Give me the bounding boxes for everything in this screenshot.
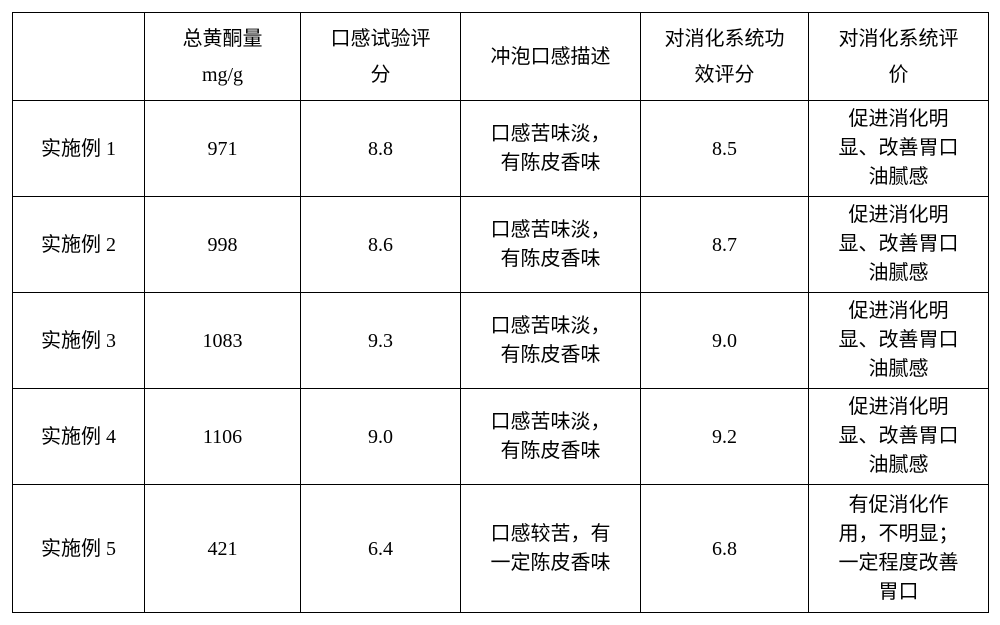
cell-taste-score: 9.0 [301,389,461,485]
cell-digest-score: 8.7 [641,197,809,293]
cell-taste-desc: 口感苦味淡，有陈皮香味 [461,101,641,197]
cell-digest-score: 6.8 [641,485,809,613]
cell-flavonoid: 421 [145,485,301,613]
cell-taste-desc: 口感苦味淡，有陈皮香味 [461,197,641,293]
cell-taste-desc: 口感较苦，有一定陈皮香味 [461,485,641,613]
table-row: 实施例 3 1083 9.3 口感苦味淡，有陈皮香味 9.0 促进消化明显、改善… [13,293,989,389]
cell-taste-score: 6.4 [301,485,461,613]
header-cell-digest-score: 对消化系统功效评分 [641,13,809,101]
cell-digest-eval: 有促消化作用，不明显；一定程度改善胃口 [809,485,989,613]
cell-digest-eval: 促进消化明显、改善胃口油腻感 [809,197,989,293]
cell-digest-eval: 促进消化明显、改善胃口油腻感 [809,293,989,389]
cell-digest-eval: 促进消化明显、改善胃口油腻感 [809,389,989,485]
cell-taste-desc: 口感苦味淡，有陈皮香味 [461,293,641,389]
cell-name: 实施例 4 [13,389,145,485]
cell-taste-score: 8.8 [301,101,461,197]
table-row: 实施例 5 421 6.4 口感较苦，有一定陈皮香味 6.8 有促消化作用，不明… [13,485,989,613]
table-header-row: 总黄酮量mg/g 口感试验评分 冲泡口感描述 对消化系统功效评分 对消化系统评价 [13,13,989,101]
cell-flavonoid: 1083 [145,293,301,389]
table-row: 实施例 2 998 8.6 口感苦味淡，有陈皮香味 8.7 促进消化明显、改善胃… [13,197,989,293]
cell-name: 实施例 2 [13,197,145,293]
cell-digest-score: 8.5 [641,101,809,197]
table-row: 实施例 1 971 8.8 口感苦味淡，有陈皮香味 8.5 促进消化明显、改善胃… [13,101,989,197]
header-cell-taste-desc: 冲泡口感描述 [461,13,641,101]
cell-digest-score: 9.0 [641,293,809,389]
table-row: 实施例 4 1106 9.0 口感苦味淡，有陈皮香味 9.2 促进消化明显、改善… [13,389,989,485]
cell-flavonoid: 971 [145,101,301,197]
cell-taste-desc: 口感苦味淡，有陈皮香味 [461,389,641,485]
cell-flavonoid: 1106 [145,389,301,485]
cell-digest-score: 9.2 [641,389,809,485]
cell-name: 实施例 5 [13,485,145,613]
cell-taste-score: 9.3 [301,293,461,389]
cell-name: 实施例 3 [13,293,145,389]
header-cell-digest-eval: 对消化系统评价 [809,13,989,101]
cell-flavonoid: 998 [145,197,301,293]
header-cell-name [13,13,145,101]
data-table: 总黄酮量mg/g 口感试验评分 冲泡口感描述 对消化系统功效评分 对消化系统评价… [12,12,989,613]
header-cell-taste-score: 口感试验评分 [301,13,461,101]
cell-taste-score: 8.6 [301,197,461,293]
cell-name: 实施例 1 [13,101,145,197]
cell-digest-eval: 促进消化明显、改善胃口油腻感 [809,101,989,197]
header-cell-flavonoid: 总黄酮量mg/g [145,13,301,101]
